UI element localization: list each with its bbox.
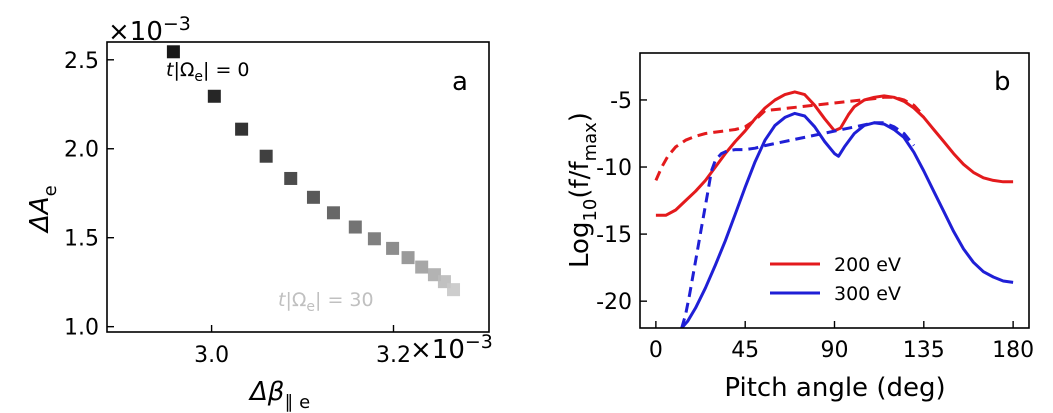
scatter-point — [386, 241, 400, 255]
scatter-point — [166, 45, 180, 59]
x-tick-label: 135 — [903, 338, 945, 363]
x-tick-label: 90 — [821, 338, 849, 363]
series-line-dashed — [680, 121, 916, 328]
series-line-dashed — [654, 95, 925, 182]
scatter-point — [348, 220, 362, 234]
y-tick-label: -5 — [610, 89, 632, 114]
panel-b-legend: 200 eV 300 eV — [770, 254, 901, 305]
panel-b-x-axis-label: Pitch angle (deg) — [724, 373, 945, 403]
panel-a-x-multiplier: ×10−3 — [410, 331, 493, 365]
panel-a-points — [166, 45, 461, 297]
panel-b-label: b — [994, 67, 1011, 97]
scatter-point — [326, 206, 340, 220]
scatter-point — [284, 171, 298, 185]
scatter-point — [447, 283, 461, 297]
legend-label-300ev: 300 eV — [834, 283, 901, 305]
series-line — [680, 111, 1014, 328]
panel-a-y-axis-label: ΔAe — [25, 185, 61, 234]
legend-label-200ev: 200 eV — [834, 254, 901, 276]
panel-a-ticks: 3.0 3.2 1.0 1.5 2.0 2.5 — [64, 49, 411, 368]
panel-b: 0 45 90 135 180 -5 -10 -15 -20 b 200 eV 300 eV P… — [565, 52, 1034, 403]
scatter-point — [259, 149, 273, 163]
scatter-point — [207, 89, 221, 103]
panel-b-frame — [639, 52, 1030, 329]
x-tick-label: 45 — [731, 338, 759, 363]
y-tick-label: -20 — [596, 290, 632, 315]
y-tick-label: 2.0 — [64, 138, 99, 163]
annotation-start-time: t|Ωe| = 0 — [166, 59, 250, 85]
series-line — [655, 90, 1014, 217]
x-tick-label: 180 — [992, 338, 1034, 363]
scatter-point — [235, 122, 249, 136]
y-tick-label: 1.0 — [64, 316, 99, 341]
y-tick-label: -15 — [596, 223, 632, 248]
panel-b-lines — [654, 90, 1014, 328]
scatter-point — [415, 260, 429, 274]
x-tick-label: 3.2 — [376, 343, 411, 368]
x-tick-label: 3.0 — [194, 343, 229, 368]
panel-a-x-axis-label: Δβ∥ e — [248, 377, 310, 413]
panel-b-y-axis-label: Log10(f/fmax) — [565, 112, 601, 268]
panel-a-label: a — [452, 67, 468, 97]
x-tick-label: 0 — [649, 338, 663, 363]
scatter-point — [306, 190, 320, 204]
panel-a-frame — [106, 41, 490, 333]
panel-b-ticks: 0 45 90 135 180 -5 -10 -15 -20 — [596, 89, 1034, 363]
y-tick-label: -10 — [596, 156, 632, 181]
scatter-point — [427, 268, 441, 282]
panel-a: 3.0 3.2 1.0 1.5 2.0 2.5 a ×10−3 ×10−3 t|Ωe| =… — [25, 13, 493, 413]
y-tick-label: 1.5 — [64, 227, 99, 252]
scatter-point — [401, 251, 415, 265]
scatter-point — [367, 232, 381, 246]
annotation-end-time: t|Ωe| = 30 — [278, 289, 374, 315]
y-tick-label: 2.5 — [64, 49, 99, 74]
panel-a-y-multiplier: ×10−3 — [108, 13, 191, 47]
